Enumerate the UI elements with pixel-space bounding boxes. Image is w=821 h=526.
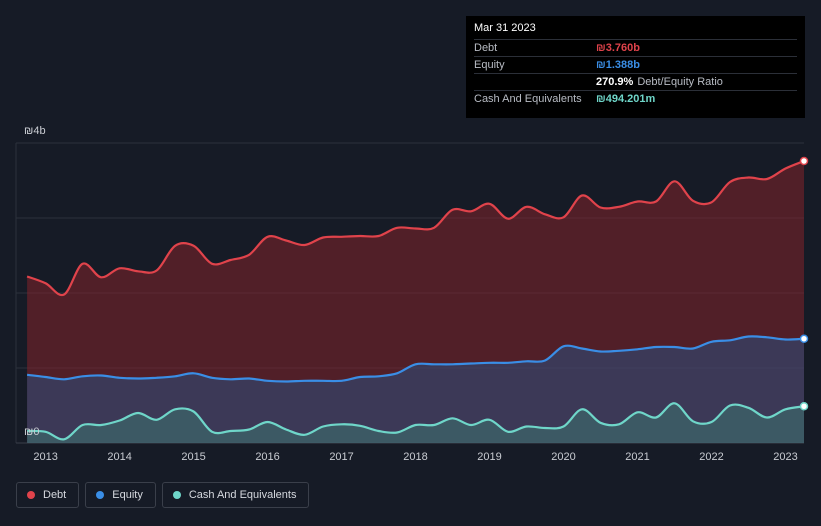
debt-endpoint-marker — [799, 156, 809, 166]
tooltip-value: ₪494.201m — [596, 93, 656, 105]
tooltip-label: Debt — [474, 42, 498, 54]
x-tick-label: 2013 — [33, 451, 57, 463]
x-tick-label: 2017 — [329, 451, 353, 463]
legend-item-debt[interactable]: Debt — [16, 482, 80, 508]
tooltip-extra: Debt/Equity Ratio — [637, 76, 723, 88]
x-tick-label: 2020 — [551, 451, 575, 463]
tooltip-label — [474, 74, 596, 90]
tooltip-value: ₪1.388b — [596, 59, 640, 71]
tooltip-value: 270.9% — [596, 76, 634, 88]
series-endpoints — [799, 156, 809, 411]
legend-label: Debt — [43, 489, 67, 501]
equity-endpoint-marker — [799, 334, 809, 343]
debt-line — [26, 159, 805, 297]
tooltip-row-debt: Debt ₪3.760b — [474, 39, 797, 56]
legend-label: Equity — [112, 489, 143, 501]
tooltip-value: ₪3.760b — [596, 42, 640, 54]
debt-legend-dot-icon — [27, 491, 35, 499]
x-tick-label: 2018 — [403, 451, 427, 463]
x-tick-label: 2015 — [181, 451, 205, 463]
x-axis: 2013 2014 2015 2016 2017 2018 2019 2020 2021 2022… — [33, 451, 797, 463]
tooltip-row-cash: Cash And Equivalents ₪494.201m — [474, 90, 797, 107]
tooltip-panel: Mar 31 2023 Debt ₪3.760b Equity ₪1.388b … — [466, 16, 805, 118]
legend-item-equity[interactable]: Equity — [85, 482, 156, 508]
equity-area — [27, 336, 805, 443]
tooltip-row-ratio: 270.9% Debt/Equity Ratio — [474, 73, 797, 90]
x-tick-label: 2022 — [699, 451, 723, 463]
legend-item-cash[interactable]: Cash And Equivalents — [161, 482, 310, 508]
legend-label: Cash And Equivalents — [188, 489, 297, 501]
tooltip-label: Equity — [474, 59, 505, 71]
cash-legend-dot-icon — [172, 491, 181, 499]
tooltip-date: Mar 31 2023 — [474, 22, 536, 34]
series-lines — [26, 159, 805, 441]
cash-endpoint-marker — [799, 402, 809, 411]
y-tick-label: ₪0 — [24, 426, 39, 438]
series-areas — [27, 161, 805, 443]
x-tick-label: 2021 — [625, 451, 649, 463]
tooltip-row-equity: Equity ₪1.388b — [474, 56, 797, 73]
y-axis: ₪4b ₪0 — [24, 125, 46, 438]
tooltip-label: Cash And Equivalents — [474, 93, 582, 105]
y-tick-label: ₪4b — [24, 125, 46, 137]
x-tick-label: 2019 — [477, 451, 501, 463]
cash-line — [27, 402, 805, 441]
legend: Debt Equity Cash And Equivalents — [16, 482, 310, 508]
equity-line — [26, 335, 805, 383]
x-tick-label: 2023 — [773, 451, 797, 463]
x-tick-label: 2014 — [107, 451, 131, 463]
equity-legend-dot-icon — [96, 491, 105, 499]
x-tick-label: 2016 — [255, 451, 279, 463]
